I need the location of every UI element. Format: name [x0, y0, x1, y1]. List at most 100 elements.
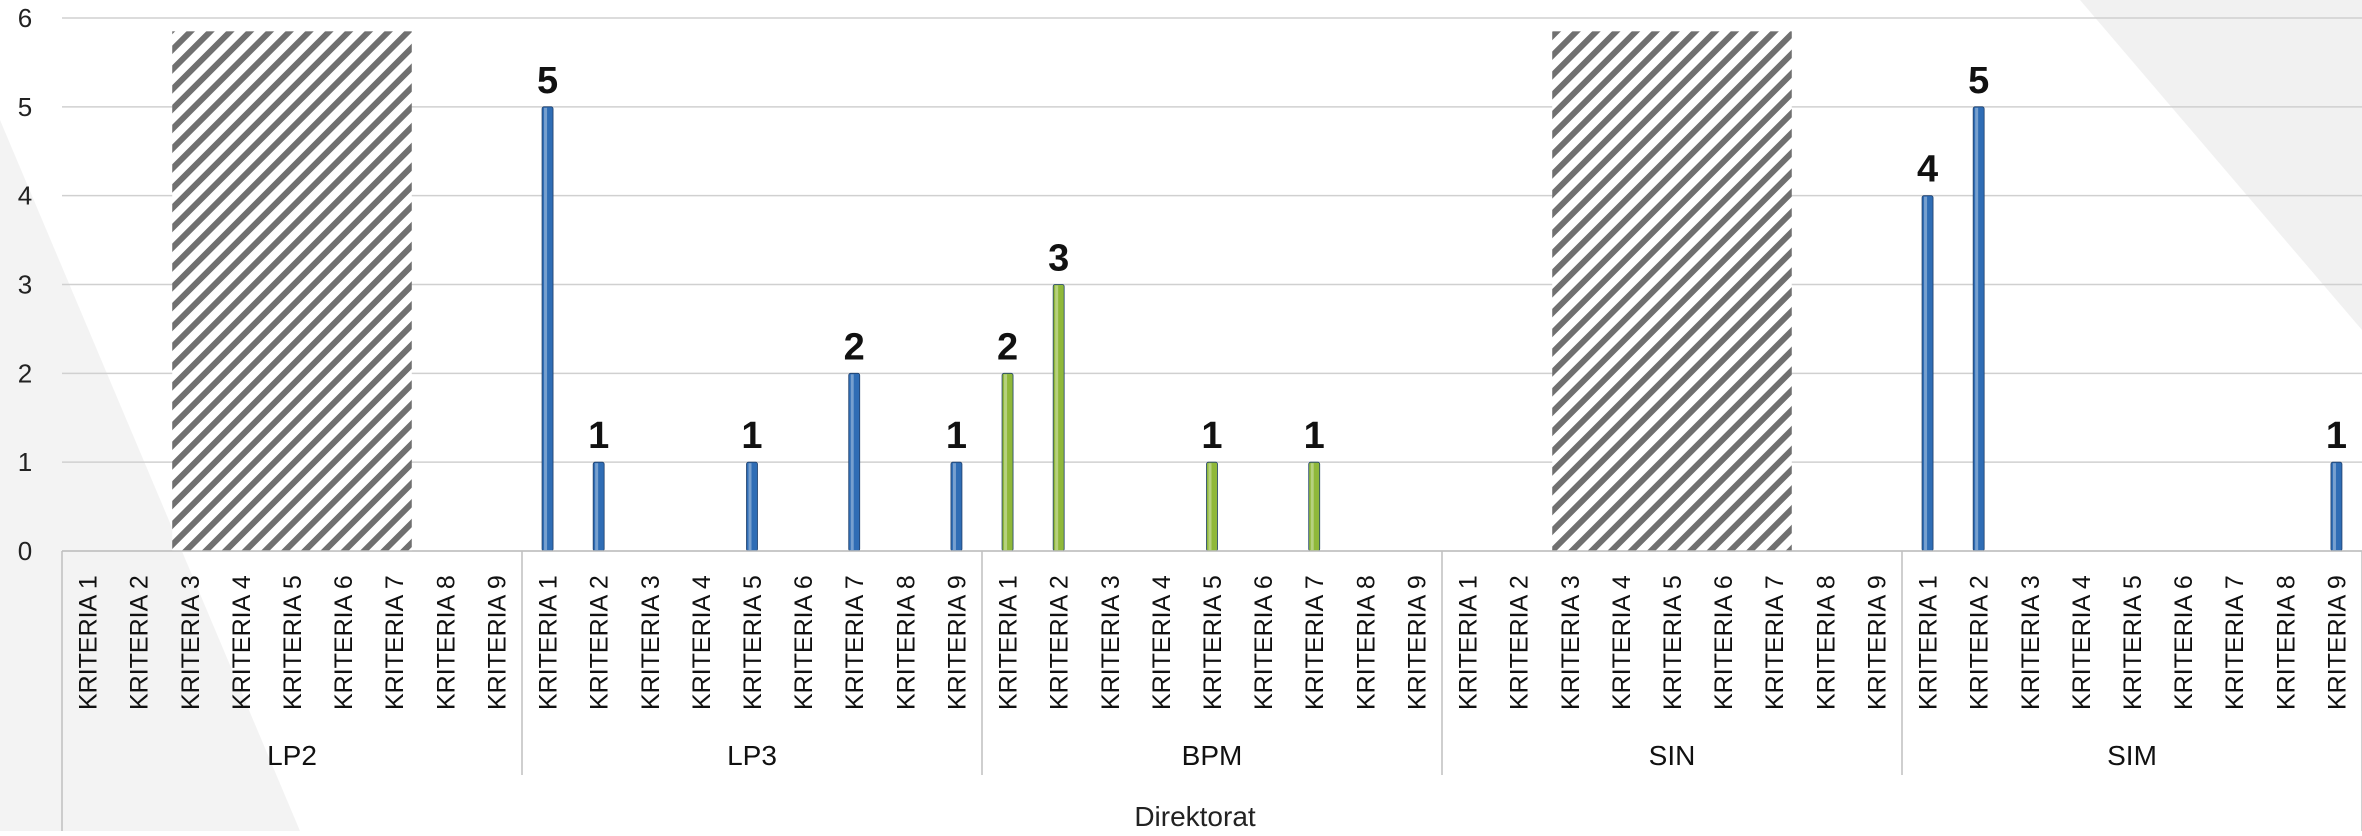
x-tick-label: KRITERIA 9 — [1863, 575, 1891, 710]
x-axis-title: Direktorat — [1134, 801, 1256, 831]
bar — [1308, 461, 1321, 552]
bar-highlight — [544, 107, 548, 550]
x-tick-label: KRITERIA 7 — [1761, 575, 1789, 710]
x-tick-label: KRITERIA 5 — [279, 575, 307, 710]
y-tick-label: 3 — [18, 270, 32, 300]
x-tick-label: KRITERIA 5 — [2119, 575, 2147, 710]
x-tick-label: KRITERIA 6 — [2170, 575, 2198, 710]
bar-highlight — [595, 463, 599, 550]
x-tick-label: KRITERIA 3 — [1557, 575, 1585, 710]
data-label: 4 — [1917, 149, 1938, 191]
bar-highlight — [1208, 463, 1212, 550]
bar — [950, 461, 963, 552]
x-tick-label: KRITERIA 9 — [943, 575, 971, 710]
x-tick-label: KRITERIA 1 — [75, 575, 103, 710]
x-axis: KRITERIA 1 KRITERIA 2 KRITERIA 3 KRITERIA 4… — [61, 550, 2362, 831]
bar — [848, 372, 861, 552]
x-tick-label: KRITERIA 2 — [1966, 575, 1994, 710]
y-tick-label: 4 — [18, 181, 32, 211]
bar — [1921, 195, 1934, 552]
x-tick-label: KRITERIA 9 — [483, 575, 511, 710]
x-tick-label: KRITERIA 4 — [1608, 575, 1636, 710]
bar — [1972, 106, 1985, 552]
x-tick-label: KRITERIA 8 — [432, 575, 460, 710]
x-tick-label: KRITERIA 5 — [1199, 575, 1227, 710]
data-label: 2 — [844, 326, 865, 368]
data-label: 5 — [1968, 60, 1989, 102]
bar — [1001, 372, 1014, 552]
bar-highlight — [1310, 463, 1314, 550]
bg-shape-right — [2080, 0, 2362, 330]
x-tick-label: KRITERIA 1 — [1455, 575, 1483, 710]
y-tick-label: 2 — [18, 358, 32, 388]
x-tick-label: KRITERIA 7 — [1301, 575, 1329, 710]
y-tick-label: 1 — [18, 447, 32, 477]
x-tick-label: KRITERIA 8 — [1812, 575, 1840, 710]
x-tick-label: KRITERIA 3 — [637, 575, 665, 710]
x-tick-label: KRITERIA 4 — [1148, 575, 1176, 710]
bar-highlight — [1924, 196, 1928, 550]
y-axis: 0 1 2 3 4 5 6 — [18, 3, 32, 566]
data-label: 1 — [588, 415, 609, 457]
x-tick-label: KRITERIA 5 — [1659, 575, 1687, 710]
bar-highlight — [2332, 463, 2336, 550]
bar — [2330, 461, 2343, 552]
bar-highlight — [1975, 107, 1979, 550]
x-tick-label: KRITERIA 7 — [841, 575, 869, 710]
x-tick-label: KRITERIA 2 — [1506, 575, 1534, 710]
x-tick-label: KRITERIA 8 — [1352, 575, 1380, 710]
x-tick-label: KRITERIA 7 — [381, 575, 409, 710]
x-tick-label: KRITERIA 5 — [739, 575, 767, 710]
x-tick-label: KRITERIA 2 — [586, 575, 614, 710]
x-tick-label: KRITERIA 6 — [1710, 575, 1738, 710]
x-tick-label: KRITERIA 7 — [2221, 575, 2249, 710]
bar-highlight — [748, 463, 752, 550]
data-label: 1 — [741, 415, 762, 457]
x-tick-label: KRITERIA 8 — [2272, 575, 2300, 710]
bar — [1206, 461, 1218, 552]
y-tick-label: 6 — [18, 3, 32, 33]
data-label: 2 — [997, 326, 1018, 368]
y-tick-label: 0 — [18, 536, 32, 566]
x-tick-label: KRITERIA 9 — [2323, 575, 2351, 710]
data-label: 1 — [1304, 415, 1325, 457]
bar-highlight — [850, 374, 854, 550]
bar — [1052, 284, 1065, 552]
x-tick-label: KRITERIA 9 — [1403, 575, 1431, 710]
bar-highlight — [952, 463, 956, 550]
bar-highlight — [1004, 374, 1008, 550]
hatched-region — [1552, 31, 1792, 551]
x-tick-label: KRITERIA 2 — [1046, 575, 1074, 710]
x-tick-label: KRITERIA 6 — [1250, 575, 1278, 710]
x-tick-label: KRITERIA 6 — [790, 575, 818, 710]
hatched-regions — [172, 31, 1792, 551]
x-tick-label: KRITERIA 3 — [2017, 575, 2045, 710]
y-tick-label: 5 — [18, 92, 32, 122]
x-tick-label: KRITERIA 3 — [177, 575, 205, 710]
x-tick-label: KRITERIA 4 — [228, 575, 256, 710]
data-label: 1 — [946, 415, 967, 457]
x-tick-label: KRITERIA 2 — [126, 575, 154, 710]
bar — [541, 106, 554, 552]
data-label: 1 — [2326, 415, 2347, 457]
group-label: SIM — [2107, 740, 2157, 771]
bar — [746, 461, 758, 552]
group-label: LP2 — [267, 740, 317, 771]
data-label: 3 — [1048, 238, 1069, 280]
x-tick-label: KRITERIA 1 — [995, 575, 1023, 710]
data-labels: 5 1 1 2 1 2 3 1 1 4 5 1 — [537, 60, 2347, 457]
bar — [592, 461, 605, 552]
group-label: SIN — [1649, 740, 1696, 771]
x-tick-label: KRITERIA 6 — [330, 575, 358, 710]
bar-highlight — [1055, 285, 1059, 550]
x-tick-label: KRITERIA 4 — [2068, 575, 2096, 710]
group-label: BPM — [1182, 740, 1243, 771]
group-label: LP3 — [727, 740, 777, 771]
data-label: 1 — [1201, 415, 1222, 457]
x-tick-label: KRITERIA 3 — [1097, 575, 1125, 710]
x-tick-label: KRITERIA 1 — [535, 575, 563, 710]
x-tick-label: KRITERIA 8 — [892, 575, 920, 710]
bars — [541, 106, 2343, 552]
